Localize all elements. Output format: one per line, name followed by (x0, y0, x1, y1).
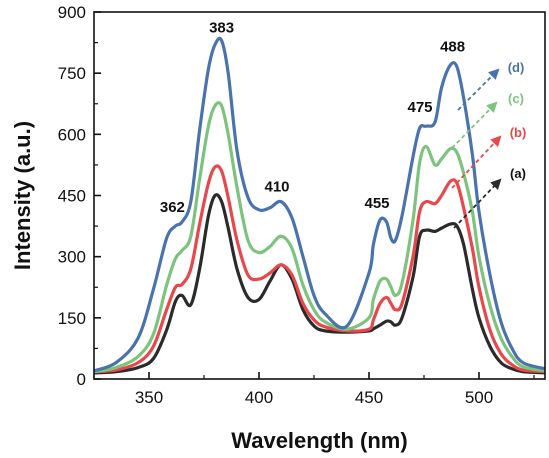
peak-annotations: 362 383 410 455 475 488 (160, 20, 465, 216)
y-tick-label: 150 (58, 309, 86, 328)
y-tick-label: 750 (58, 64, 86, 83)
legend-arrow-c (451, 101, 498, 149)
peak-label-455: 455 (364, 195, 389, 212)
ticks-layer: 350 400 450 500 0 150 300 450 600 750 900 (58, 3, 535, 407)
x-tick-label: 500 (465, 388, 493, 407)
peak-label-362: 362 (160, 199, 185, 216)
legend: (a) (b) (c) (d) (451, 60, 527, 229)
legend-arrow-b (451, 135, 502, 189)
legend-label-a: (a) (510, 166, 526, 181)
y-tick-label: 450 (58, 187, 86, 206)
y-tick-label: 300 (58, 248, 86, 267)
series-layer (94, 36, 545, 375)
legend-label-b: (b) (510, 125, 527, 140)
series-line-c (94, 101, 545, 374)
series-line-d (94, 36, 545, 373)
x-tick-label: 350 (135, 388, 163, 407)
y-tick-label: 600 (58, 125, 86, 144)
y-tick-label: 0 (77, 370, 86, 389)
peak-label-383: 383 (209, 20, 234, 37)
x-axis-title: Wavelength (nm) (231, 428, 407, 453)
x-tick-label: 400 (245, 388, 273, 407)
y-axis-title: Intensity (a.u.) (10, 121, 35, 270)
y-tick-label: 900 (58, 3, 86, 22)
peak-label-488: 488 (440, 39, 465, 56)
peak-label-410: 410 (264, 179, 289, 196)
x-tick-label: 450 (355, 388, 383, 407)
peak-label-475: 475 (407, 99, 432, 116)
legend-arrow-d (457, 68, 500, 111)
legend-label-c: (c) (508, 91, 524, 106)
legend-label-d: (d) (508, 60, 525, 75)
series-line-b (94, 164, 545, 374)
